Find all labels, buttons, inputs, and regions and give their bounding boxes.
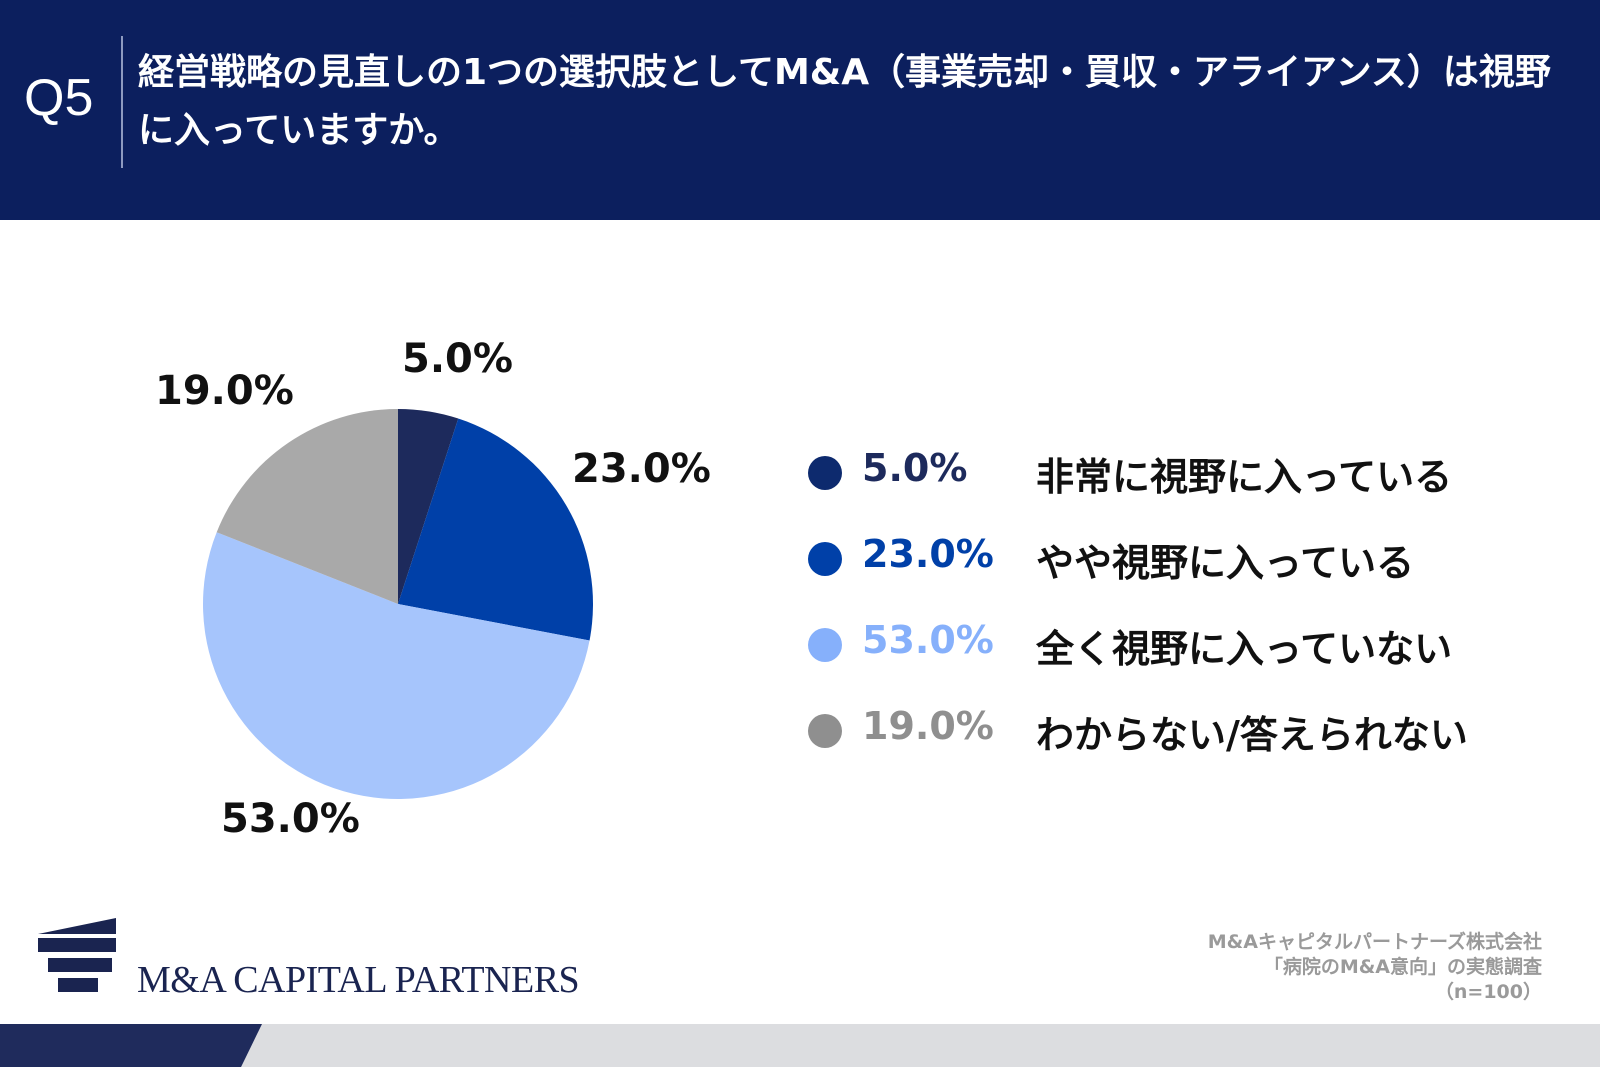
header-divider [121,36,123,168]
source-sample-size: （n=100） [1434,981,1542,1003]
pie-label-somewhat: 23.0% [572,446,711,492]
pie-label-very: 5.0% [402,336,513,382]
legend-item-unknown: 19.0% わからない/答えられない [808,704,1568,790]
source-note: M&Aキャピタルパートナーズ株式会社 「病院のM&A意向」の実態調査 （n=10… [1208,930,1542,1005]
legend-pct-unknown: 19.0% [862,704,994,748]
question-title: 経営戦略の見直しの1つの選択肢としてM&A（事業売却・買収・アライアンス）は視野… [138,52,1551,151]
legend-label-not-at-all: 全く視野に入っていない [1036,627,1453,671]
pie-slice-not-at-all [203,532,590,799]
pie-slice-somewhat [398,418,593,641]
source-survey: 「病院のM&A意向」の実態調査 [1263,956,1542,978]
legend-item-not-at-all: 53.0% 全く視野に入っていない [808,618,1568,704]
pie-slice-very [398,409,459,604]
legend-dot-somewhat [808,542,842,576]
legend-pct-somewhat: 23.0% [862,532,994,576]
footer-bar [0,1024,1600,1067]
header-banner: Q5 経営戦略の見直しの1つの選択肢としてM&A（事業売却・買収・アライアンス）… [0,0,1600,220]
pie-label-unknown: 19.0% [155,368,294,414]
legend-dot-not-at-all [808,628,842,662]
company-logo-text: M&A CAPITAL PARTNERS [137,959,580,1001]
company-logo-mark [38,918,116,992]
legend-dot-very [808,456,842,490]
legend-label-somewhat: やや視野に入っている [1036,541,1415,585]
legend-pct-not-at-all: 53.0% [862,618,994,662]
legend-label-very: 非常に視野に入っている [1036,455,1453,499]
chart-legend: 5.0% 非常に視野に入っている 23.0% やや視野に入っている 53.0% … [808,446,1568,790]
pie-slice-unknown [216,409,398,604]
pie-label-not-at-all: 53.0% [221,796,360,842]
legend-dot-unknown [808,714,842,748]
source-company: M&Aキャピタルパートナーズ株式会社 [1207,931,1542,953]
question-number: Q5 [24,69,94,127]
legend-pct-very: 5.0% [862,446,968,490]
legend-item-very: 5.0% 非常に視野に入っている [808,446,1568,532]
legend-label-unknown: わからない/答えられない [1036,713,1468,757]
legend-item-somewhat: 23.0% やや視野に入っている [808,532,1568,618]
footer-accent [0,1024,262,1067]
